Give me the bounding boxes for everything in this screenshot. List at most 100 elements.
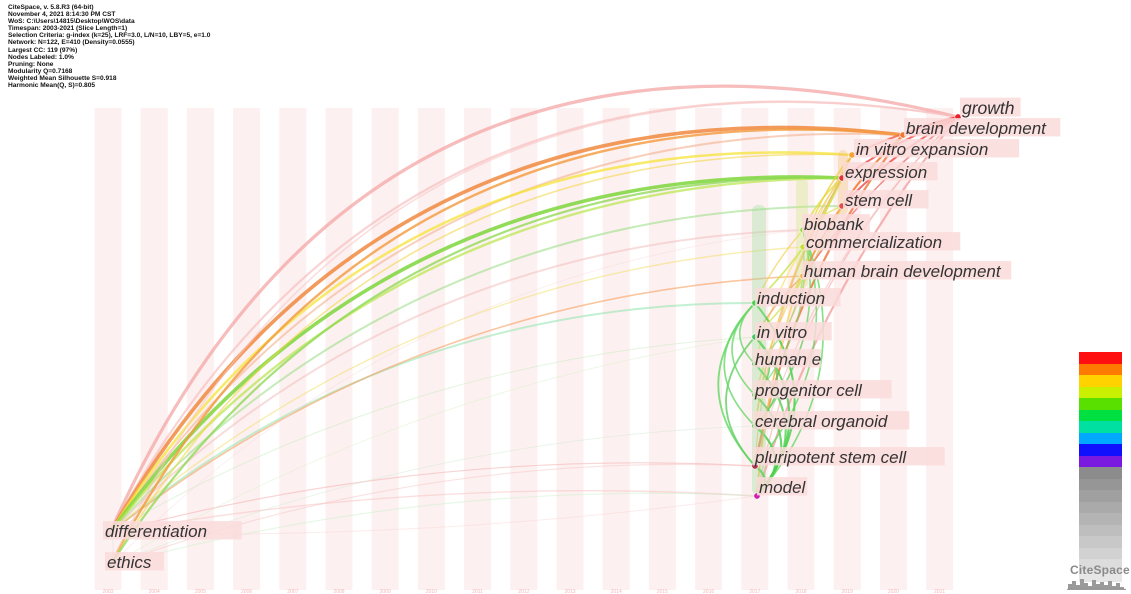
year-stripe bbox=[417, 108, 445, 590]
year-axis: 2003 2004 2005 2006 2007 2008 2009 2010 2011 2012… bbox=[102, 589, 945, 594]
year-tick-label: 2009 bbox=[380, 589, 391, 594]
label-stem-cell[interactable]: stem cell bbox=[845, 191, 913, 210]
label-background bbox=[753, 447, 945, 466]
year-tick-label: 2014 bbox=[611, 589, 622, 594]
year-tick-label: 2012 bbox=[518, 589, 529, 594]
year-tick-label: 2007 bbox=[287, 589, 298, 594]
year-stripe bbox=[325, 108, 353, 590]
summary-line: Network: N=122, E=410 (Density=0.0555) bbox=[8, 39, 135, 47]
label-background bbox=[854, 139, 1020, 158]
co-occurrence-link bbox=[109, 132, 904, 534]
year-tick-label: 2003 bbox=[102, 589, 113, 594]
co-occurrence-link bbox=[109, 246, 804, 534]
legend-grey-swatch bbox=[1079, 513, 1122, 525]
year-tick-label: 2019 bbox=[842, 589, 853, 594]
label-progenitor-cell[interactable]: progenitor cell bbox=[754, 381, 863, 400]
summary-line: Weighted Mean Silhouette S=0.918 bbox=[8, 74, 117, 82]
co-occurrence-link bbox=[108, 176, 844, 568]
co-occurrence-link bbox=[108, 84, 960, 535]
legend-grey-swatch bbox=[1079, 524, 1122, 536]
year-tick-label: 2016 bbox=[703, 589, 714, 594]
legend-color-swatch bbox=[1079, 352, 1122, 364]
label-background bbox=[757, 477, 808, 496]
year-tick-label: 2008 bbox=[333, 589, 344, 594]
summary-line: Harmonic Mean(Q, S)=0.805 bbox=[8, 82, 96, 90]
co-occurrence-link bbox=[109, 205, 843, 534]
label-background bbox=[755, 322, 832, 341]
summary-line: Timespan: 2003-2021 (Slice Length=1) bbox=[8, 25, 128, 33]
label-background bbox=[843, 162, 938, 181]
summary-line: Modularity Q=0.7168 bbox=[8, 67, 73, 75]
co-occurrence-link bbox=[108, 128, 905, 568]
year-tick-label: 2013 bbox=[564, 589, 575, 594]
label-in-vitro[interactable]: in vitro bbox=[757, 323, 807, 342]
legend-color-swatch bbox=[1079, 363, 1122, 375]
label-model[interactable]: model bbox=[759, 478, 807, 497]
year-tick-label: 2010 bbox=[426, 589, 437, 594]
legend-grey-swatch bbox=[1079, 478, 1122, 490]
year-stripe bbox=[926, 108, 954, 590]
co-occurrence-link bbox=[109, 229, 804, 534]
label-background bbox=[103, 521, 242, 540]
label-expression[interactable]: expression bbox=[845, 163, 927, 182]
legend-grey-swatch bbox=[1079, 547, 1122, 559]
label-brain-development[interactable]: brain development bbox=[906, 119, 1047, 138]
label-in-vitro-expansion[interactable]: in vitro expansion bbox=[856, 140, 988, 159]
year-tick-label: 2017 bbox=[749, 589, 760, 594]
co-occurrence-link bbox=[725, 336, 756, 467]
summary-line: Selection Criteria: g-index (k=25), LRF=… bbox=[8, 32, 211, 40]
label-biobank[interactable]: biobank bbox=[804, 215, 865, 234]
co-occurrence-link bbox=[109, 153, 853, 567]
summary-line: Nodes Labeled: 1.0% bbox=[8, 53, 74, 61]
label-background bbox=[755, 288, 841, 307]
legend-color-swatch bbox=[1079, 409, 1122, 421]
label-cerebral-organoid[interactable]: cerebral organoid bbox=[755, 412, 888, 431]
legend-color-swatch bbox=[1079, 455, 1122, 467]
year-color-legend bbox=[1079, 352, 1122, 582]
co-occurrence-link bbox=[109, 336, 756, 534]
legend-grey-swatch bbox=[1079, 559, 1122, 571]
year-stripe bbox=[602, 108, 630, 590]
co-occurrence-link bbox=[109, 101, 959, 567]
year-tick-label: 2018 bbox=[795, 589, 806, 594]
co-occurrence-link bbox=[109, 489, 758, 534]
label-pluripotent-stem-cell[interactable]: pluripotent stem cell bbox=[754, 448, 907, 467]
label-human-e[interactable]: human e bbox=[755, 350, 821, 369]
co-occurrence-link bbox=[109, 462, 756, 534]
legend-grey-swatch bbox=[1079, 501, 1122, 513]
year-tick-label: 2011 bbox=[472, 589, 483, 594]
summary-line: Pruning: None bbox=[8, 60, 54, 68]
legend-color-swatch bbox=[1079, 375, 1122, 387]
label-background bbox=[753, 380, 892, 399]
label-differentiation[interactable]: differentiation bbox=[105, 522, 207, 541]
year-stripe bbox=[140, 108, 168, 590]
legend-grey-swatch bbox=[1079, 536, 1122, 548]
co-occurrence-link bbox=[109, 492, 758, 567]
legend-color-swatch bbox=[1079, 432, 1122, 444]
label-commercialization[interactable]: commercialization bbox=[806, 233, 942, 252]
co-occurrence-link bbox=[109, 336, 756, 567]
co-occurrence-link bbox=[108, 125, 905, 535]
label-background bbox=[904, 118, 1061, 137]
label-growth[interactable]: growth bbox=[962, 98, 1015, 118]
label-human-brain-development[interactable]: human brain development bbox=[804, 262, 1002, 281]
co-occurrence-link bbox=[109, 275, 804, 534]
co-occurrence-link bbox=[108, 176, 844, 535]
year-tick-label: 2020 bbox=[888, 589, 899, 594]
year-stripes bbox=[94, 108, 954, 590]
summary-line: WoS: C:\Users\14815\Desktop\WOS\data bbox=[8, 18, 135, 26]
logo-text: CiteSpace bbox=[1070, 563, 1130, 577]
label-induction[interactable]: induction bbox=[757, 289, 825, 308]
label-background bbox=[753, 411, 910, 430]
year-stripe bbox=[186, 108, 214, 590]
summary-line: November 4, 2021 8:14:30 PM CST bbox=[8, 11, 116, 19]
label-background bbox=[843, 190, 929, 209]
legend-grey-swatch bbox=[1079, 467, 1122, 479]
label-ethics[interactable]: ethics bbox=[107, 553, 152, 572]
year-tick-label: 2004 bbox=[149, 589, 160, 594]
co-occurrence-link bbox=[739, 302, 756, 365]
legend-color-swatch bbox=[1079, 386, 1122, 398]
